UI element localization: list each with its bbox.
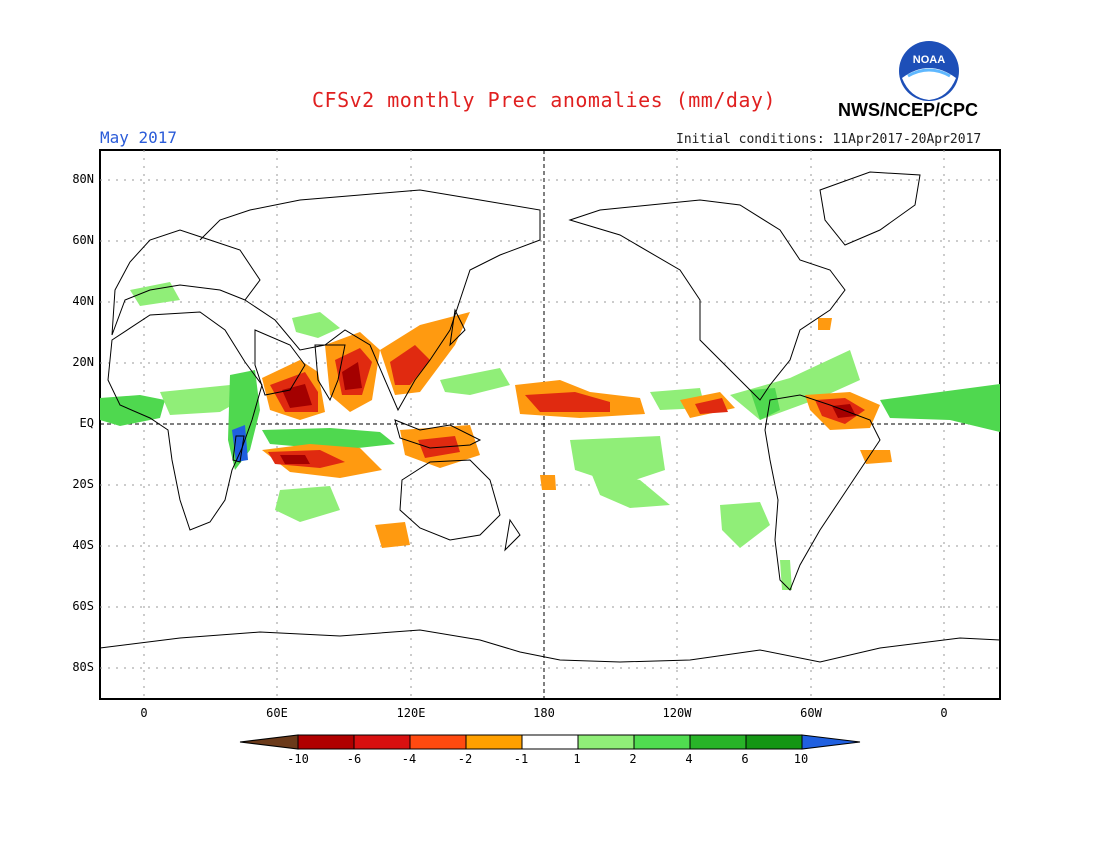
- colorbar-label: 6: [741, 752, 749, 766]
- colorbar-label: -4: [401, 752, 417, 766]
- lon-label: 120E: [396, 706, 426, 720]
- colorbar-label: 4: [685, 752, 693, 766]
- lon-label: 60E: [266, 706, 288, 720]
- coastlines: [99, 171, 1001, 663]
- lat-label: 80S: [72, 660, 94, 674]
- lat-label: EQ: [79, 416, 94, 430]
- colorbar-label: 10: [793, 752, 809, 766]
- lon-label: 180: [533, 706, 555, 720]
- colorbar-label: 1: [573, 752, 581, 766]
- lat-label: 20N: [72, 355, 94, 369]
- initial-conditions: Initial conditions: 11Apr2017-20Apr2017: [676, 132, 982, 147]
- map-title: CFSv2 monthly Prec anomalies (mm/day): [312, 88, 777, 112]
- lon-label: 60W: [800, 706, 822, 720]
- colorbar-label: -6: [346, 752, 362, 766]
- lon-label: 0: [140, 706, 148, 720]
- colorbar-label: -2: [457, 752, 473, 766]
- lat-label: 20S: [72, 477, 94, 491]
- noaa-logo: NOAA: [899, 41, 959, 101]
- lon-label: 120W: [662, 706, 692, 720]
- colorbar-label: 2: [629, 752, 637, 766]
- noaa-logo-text: NOAA: [913, 54, 945, 66]
- colorbar-label: -10: [287, 752, 309, 766]
- lat-label: 60S: [72, 599, 94, 613]
- lat-label: 80N: [72, 172, 94, 186]
- lon-label: 0: [940, 706, 948, 720]
- agency-label: NWS/NCEP/CPC: [838, 100, 979, 120]
- colorbar-label: -1: [513, 752, 529, 766]
- lat-label: 40N: [72, 294, 94, 308]
- lat-label: 40S: [72, 538, 94, 552]
- forecast-month: May 2017: [100, 128, 178, 147]
- lat-label: 60N: [72, 233, 94, 247]
